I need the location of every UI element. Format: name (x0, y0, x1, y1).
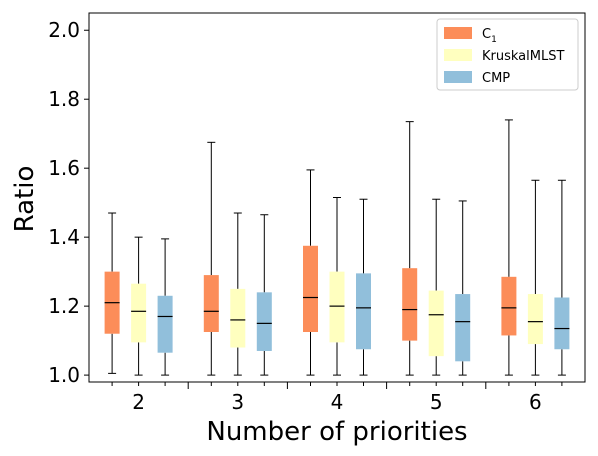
box-body (203, 275, 219, 332)
box-c-3 (203, 141, 219, 376)
box-cmp-5 (455, 200, 471, 376)
box-c-4 (303, 169, 318, 376)
x-axis: 2 3 4 5 6 (111, 382, 563, 414)
box-kruskalmlst-2 (131, 236, 147, 376)
y-tick-label: 1.6 (48, 156, 80, 180)
box-body (501, 276, 517, 336)
legend-swatch-c (444, 27, 472, 39)
x-tick-label: 5 (430, 390, 443, 414)
box-body (455, 294, 471, 362)
box-body (554, 297, 570, 350)
x-tick-label: 4 (331, 390, 344, 414)
box-kruskalmlst-6 (527, 179, 543, 376)
box-kruskalmlst-4 (329, 197, 345, 376)
x-tick-label: 2 (132, 390, 145, 414)
box-body (157, 295, 173, 353)
box-body (256, 292, 272, 351)
legend-label-kruskalmlst: KruskalMLST (482, 49, 564, 64)
legend-label-cmp: CMP (482, 71, 510, 86)
legend-swatch-cmp (444, 71, 472, 83)
x-tick-label: 6 (529, 390, 542, 414)
legend-frame (436, 18, 579, 91)
box-body (329, 271, 345, 343)
box-cmp-6 (554, 179, 570, 376)
box-body (230, 288, 246, 348)
box-body (131, 283, 147, 343)
box-cmp-4 (356, 198, 371, 376)
legend-swatch-kruskalmlst (444, 49, 472, 61)
y-axis: 1.0 1.2 1.4 1.6 1.8 2.0 (48, 18, 89, 387)
box-body (428, 290, 444, 357)
y-tick-label: 1.2 (48, 294, 80, 318)
box-body (356, 273, 371, 350)
box-cmp-2 (157, 238, 173, 376)
legend: C1 KruskalMLST CMP (436, 18, 579, 91)
box-body (527, 294, 543, 345)
x-axis-label: Number of priorities (206, 417, 467, 447)
box-marks (104, 119, 570, 376)
box-c-2 (104, 212, 120, 374)
box-c-5 (402, 121, 418, 376)
box-c-6 (501, 119, 517, 376)
box-kruskalmlst-3 (230, 212, 246, 376)
y-tick-label: 2.0 (48, 18, 80, 42)
box-body (402, 268, 418, 341)
y-axis-label: Ratio (10, 166, 40, 233)
x-tick-label: 3 (231, 390, 244, 414)
y-tick-label: 1.4 (48, 225, 80, 249)
box-cmp-3 (256, 214, 272, 376)
box-kruskalmlst-5 (428, 198, 444, 376)
y-tick-label: 1.8 (48, 87, 80, 111)
box-body (303, 245, 318, 332)
y-tick-label: 1.0 (48, 363, 80, 387)
legend-label-c: C1 (482, 27, 497, 45)
